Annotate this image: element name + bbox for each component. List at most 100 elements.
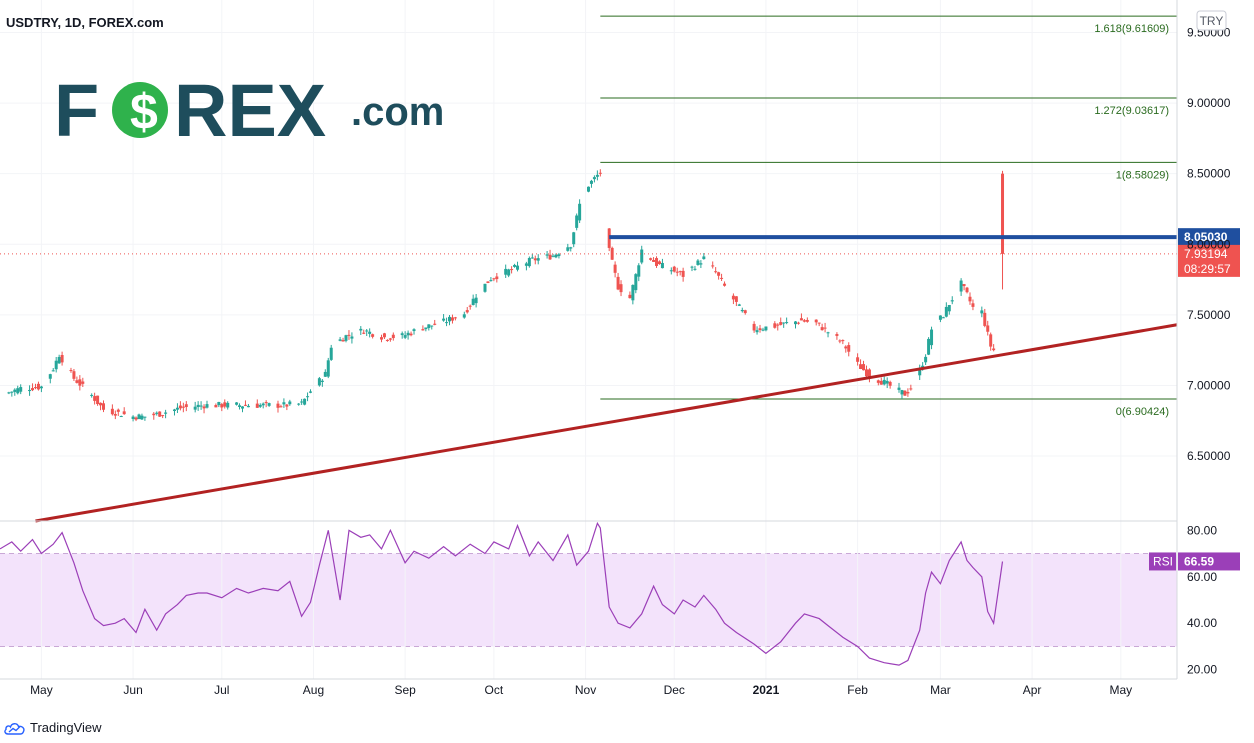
candle-body [362, 332, 366, 334]
candle-body [39, 386, 43, 389]
candle-body [300, 401, 304, 403]
tradingview-cloud-icon [4, 722, 25, 735]
candle-body [681, 270, 685, 277]
currency-button[interactable]: TRY [1196, 10, 1227, 31]
price-tick-label: 8.00000 [1187, 237, 1231, 251]
tradingview-label: TradingView [30, 720, 102, 735]
chart-canvas[interactable]: 1.618(9.61609) 1.272(9.03617) 1(8.58029) 0(… [0, 0, 1254, 712]
candle-body [196, 404, 200, 408]
candle-body [847, 345, 851, 352]
candle-body [442, 318, 446, 321]
candle-body [217, 401, 221, 406]
candle-body [492, 278, 496, 280]
candle-body [864, 369, 868, 377]
candle-body [421, 329, 425, 331]
candles [7, 169, 1005, 422]
candle-body [350, 336, 354, 339]
candle-body [403, 335, 407, 338]
resistance-label-bg [1178, 228, 1240, 247]
candle-body [826, 332, 830, 334]
candle-body [504, 268, 508, 275]
candle-body [261, 403, 265, 406]
candle-body [513, 264, 517, 267]
candle-body [388, 338, 392, 340]
candle-body [938, 315, 942, 320]
candle-body [489, 280, 493, 282]
candle-body [723, 283, 727, 286]
candle-body [471, 298, 475, 306]
candle-body [51, 370, 55, 372]
candle-body [119, 416, 123, 418]
candle-body [365, 330, 369, 332]
currency-button-frame[interactable] [1196, 10, 1227, 31]
support-trendline[interactable] [35, 323, 1178, 523]
rsi-value-label-bg [1178, 552, 1240, 571]
candle-body [320, 380, 324, 382]
candle-body [944, 306, 948, 317]
candle-body [427, 324, 431, 329]
candle-body [379, 337, 383, 340]
candle-body [862, 364, 866, 371]
candle-body [178, 405, 182, 409]
time-tick-label: Apr [1023, 683, 1042, 697]
logo-o-circle [112, 82, 168, 138]
candle-body [867, 369, 871, 378]
candle-body [279, 406, 283, 408]
candle-body [57, 356, 61, 364]
candle-body [554, 254, 558, 258]
candle-body [820, 327, 824, 331]
candle-body [796, 322, 800, 324]
price-tick-label: 9.00000 [1187, 96, 1231, 110]
candle-body [575, 215, 579, 228]
candle-body [483, 283, 487, 292]
fib-level-label: 0(6.90424) [1116, 406, 1169, 418]
candle-body [368, 331, 372, 334]
tradingview-logo[interactable]: TradingView [4, 720, 102, 735]
candle-body [60, 355, 64, 363]
last-candle-body [1001, 173, 1005, 254]
candle-body [344, 335, 348, 341]
rsi-legend-label: RSI [1153, 554, 1173, 568]
candle-body [161, 415, 165, 417]
candle-body [134, 417, 138, 420]
time-tick-label: Mar [930, 683, 951, 697]
candle-body [885, 380, 889, 384]
rsi-background-band [0, 553, 1177, 647]
candle-body [468, 305, 472, 307]
candle-body [672, 266, 676, 272]
candle-body [983, 312, 987, 326]
candle-body [78, 379, 82, 386]
time-tick-label: Nov [575, 683, 596, 697]
candle-body [589, 180, 593, 184]
candle-body [669, 270, 673, 272]
rsi-tick-label: 40.00 [1187, 616, 1217, 630]
candle-body [359, 328, 363, 331]
candle-body [181, 406, 185, 408]
candle-body [802, 320, 806, 322]
logo-letter-f: F [54, 69, 99, 152]
candle-body [199, 405, 203, 407]
candle-body [382, 333, 386, 338]
fibonacci-levels[interactable]: 1.618(9.61609) 1.272(9.03617) 1(8.58029) 0(… [600, 15, 1177, 418]
candle-body [551, 255, 555, 257]
rsi-legend-bg [1149, 552, 1176, 571]
candle-body [773, 323, 777, 328]
candle-body [205, 404, 209, 408]
candle-body [587, 186, 590, 192]
candle-body [430, 325, 434, 327]
candle-body [779, 322, 783, 325]
grid [0, 0, 1177, 679]
candle-body [102, 403, 106, 410]
currency-button-label[interactable]: TRY [1200, 14, 1224, 28]
candle-body [637, 265, 641, 277]
candle-body [172, 409, 176, 412]
candle-body [897, 387, 901, 390]
symbol-title: USDTRY, 1D, FOREX.com [6, 15, 164, 30]
time-tick-label: May [1109, 683, 1132, 697]
candle-body [740, 309, 744, 312]
candle-body [235, 402, 239, 405]
candle-body [598, 172, 602, 174]
candle-body [391, 334, 395, 339]
candle-body [486, 281, 490, 283]
